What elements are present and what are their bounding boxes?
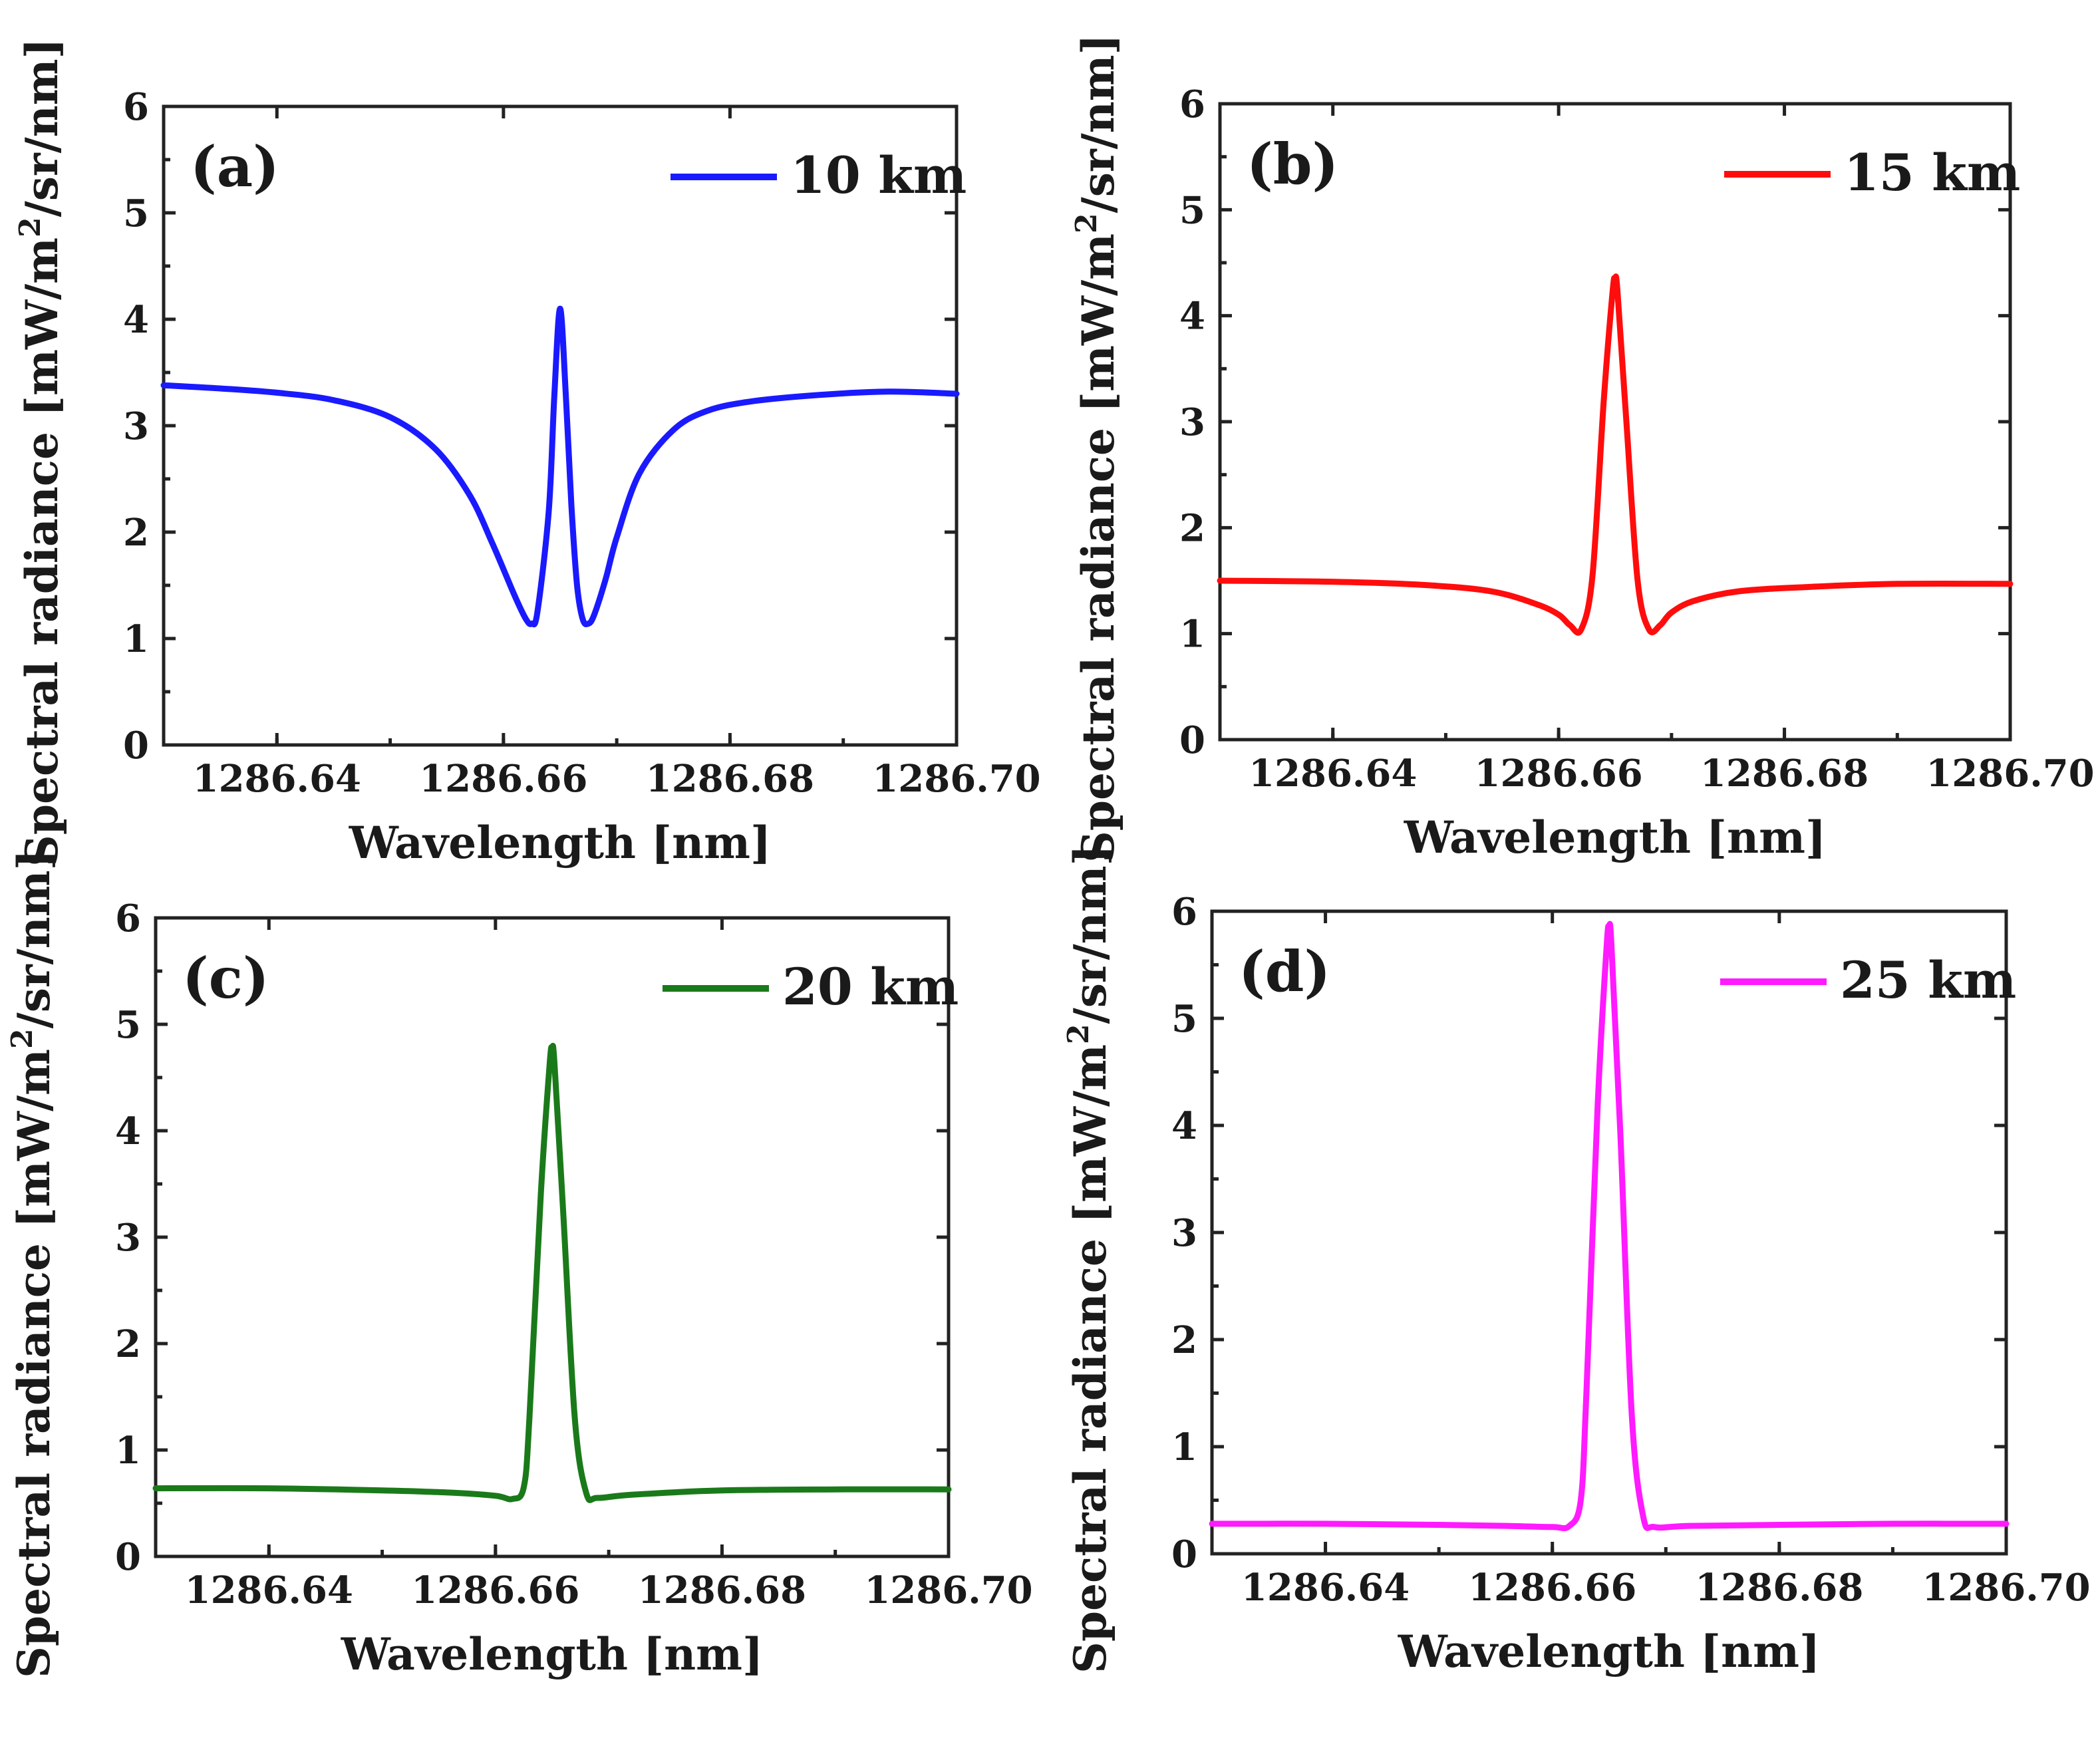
- x-axis-title: Wavelength [nm]: [341, 1628, 763, 1680]
- y-axis-title: Spectral radiance [mW/m2/sr/nm]: [1070, 34, 1124, 863]
- y-axis-title-main: Spectral radiance [mW/m: [8, 1049, 60, 1678]
- x-tick-label: 1286.64: [185, 1568, 353, 1612]
- series-line: [152, 1042, 952, 1503]
- y-tick-label: 3: [123, 404, 149, 448]
- x-tick-label: 1286.66: [1468, 1566, 1636, 1610]
- y-axis-title-sup: 2: [13, 217, 47, 237]
- y-axis-title: Spectral radiance [mW/m2/sr/nm]: [13, 38, 68, 867]
- x-axis-title: Wavelength [nm]: [1398, 1626, 1820, 1677]
- legend-label: 20 km: [782, 957, 959, 1016]
- x-tick-label: 1286.64: [1249, 752, 1417, 796]
- x-tick-label: 1286.66: [1474, 752, 1642, 796]
- y-tick-label: 6: [1179, 82, 1205, 126]
- y-tick-label: 1: [1171, 1425, 1197, 1469]
- panel-label: (c): [182, 945, 269, 1011]
- x-tick-label: 1286.70: [1922, 1566, 2090, 1610]
- y-tick-label: 0: [1171, 1532, 1197, 1576]
- y-tick-label: 6: [1171, 890, 1197, 934]
- y-axis-title: Spectral radiance [mW/m2/sr/nm]: [1062, 845, 1116, 1673]
- y-tick-label: 2: [1171, 1318, 1197, 1362]
- x-tick-label: 1286.70: [872, 757, 1040, 801]
- y-tick-label: 5: [1179, 188, 1205, 232]
- y-axis-title-sup: 2: [1070, 213, 1104, 233]
- y-tick-label: 1: [115, 1429, 141, 1473]
- y-tick-label: 5: [1171, 997, 1197, 1041]
- x-axis-title: Wavelength [nm]: [1404, 811, 1826, 863]
- y-axis-title-tail: /sr/nm]: [1064, 845, 1116, 1024]
- y-axis-title-tail: /sr/nm]: [8, 849, 60, 1028]
- panel-c: 0 1 2 3 4 5 6 1286.64 1286.66 1286.68 1286.70 (c)…: [5, 849, 1033, 1680]
- y-tick-label: 3: [1179, 400, 1205, 444]
- y-tick-label: 5: [115, 1003, 141, 1047]
- y-tick-label: 4: [1179, 295, 1205, 339]
- x-tick-label: 1286.68: [1700, 752, 1869, 796]
- x-tick-label: 1286.70: [1926, 752, 2094, 796]
- legend-label: 15 km: [1844, 143, 2020, 202]
- y-tick-label: 1: [123, 617, 149, 661]
- x-tick-label: 1286.68: [1695, 1566, 1863, 1610]
- x-tick-label: 1286.66: [411, 1568, 579, 1612]
- series-line: [1217, 273, 2014, 636]
- y-tick-label: 3: [115, 1216, 141, 1260]
- y-tick-label: 1: [1179, 613, 1205, 656]
- panel-a: 0 1 2 3 4 5 6 1286.64 1286.66 1286.68 1286.70 (a)…: [13, 38, 1041, 869]
- legend-label: 25 km: [1840, 950, 2016, 1010]
- y-axis-title-main: Spectral radiance [mW/m: [1064, 1044, 1116, 1673]
- y-tick-label: 6: [115, 897, 141, 941]
- y-axis-title-tail: /sr/nm]: [1072, 34, 1124, 213]
- panel-b: 0 1 2 3 4 5 6 1286.64 1286.66 1286.68 1286.70 (b)…: [1070, 34, 2095, 863]
- panel-label: (a): [190, 134, 279, 200]
- panel-d: 0 1 2 3 4 5 6 1286.64 1286.66 1286.68 1286.70 (d)…: [1062, 845, 2091, 1677]
- x-tick-label: 1286.64: [1241, 1566, 1410, 1610]
- x-tick-label: 1286.68: [646, 757, 814, 801]
- y-tick-label: 4: [123, 298, 149, 342]
- x-tick-label: 1286.66: [419, 757, 587, 801]
- y-tick-label: 5: [123, 192, 149, 235]
- y-tick-label: 2: [1179, 506, 1205, 550]
- y-axis-title-tail: /sr/nm]: [16, 38, 68, 217]
- y-axis-title: Spectral radiance [mW/m2/sr/nm]: [5, 849, 60, 1678]
- y-tick-label: 0: [1179, 718, 1205, 762]
- y-axis-title-sup: 2: [5, 1028, 39, 1049]
- y-tick-label: 0: [123, 724, 149, 768]
- y-tick-label: 2: [115, 1322, 141, 1366]
- y-tick-label: 3: [1171, 1211, 1197, 1255]
- x-axis-title: Wavelength [nm]: [349, 817, 771, 869]
- series-line: [1209, 921, 2010, 1532]
- x-tick-label: 1286.64: [193, 757, 361, 801]
- panel-label: (d): [1239, 939, 1330, 1004]
- legend-label: 10 km: [790, 146, 967, 205]
- y-axis-title-main: Spectral radiance [mW/m: [1072, 233, 1124, 863]
- y-axis-title-sup: 2: [1062, 1024, 1096, 1044]
- x-tick-label: 1286.68: [638, 1568, 806, 1612]
- series-line: [160, 305, 960, 628]
- y-tick-label: 2: [123, 511, 149, 555]
- y-tick-label: 6: [123, 85, 149, 129]
- panel-label: (b): [1247, 131, 1338, 197]
- y-tick-label: 4: [115, 1109, 141, 1153]
- y-axis-title-main: Spectral radiance [mW/m: [16, 237, 68, 867]
- x-tick-label: 1286.70: [864, 1568, 1032, 1612]
- y-tick-label: 0: [115, 1535, 141, 1579]
- y-tick-label: 4: [1171, 1104, 1197, 1148]
